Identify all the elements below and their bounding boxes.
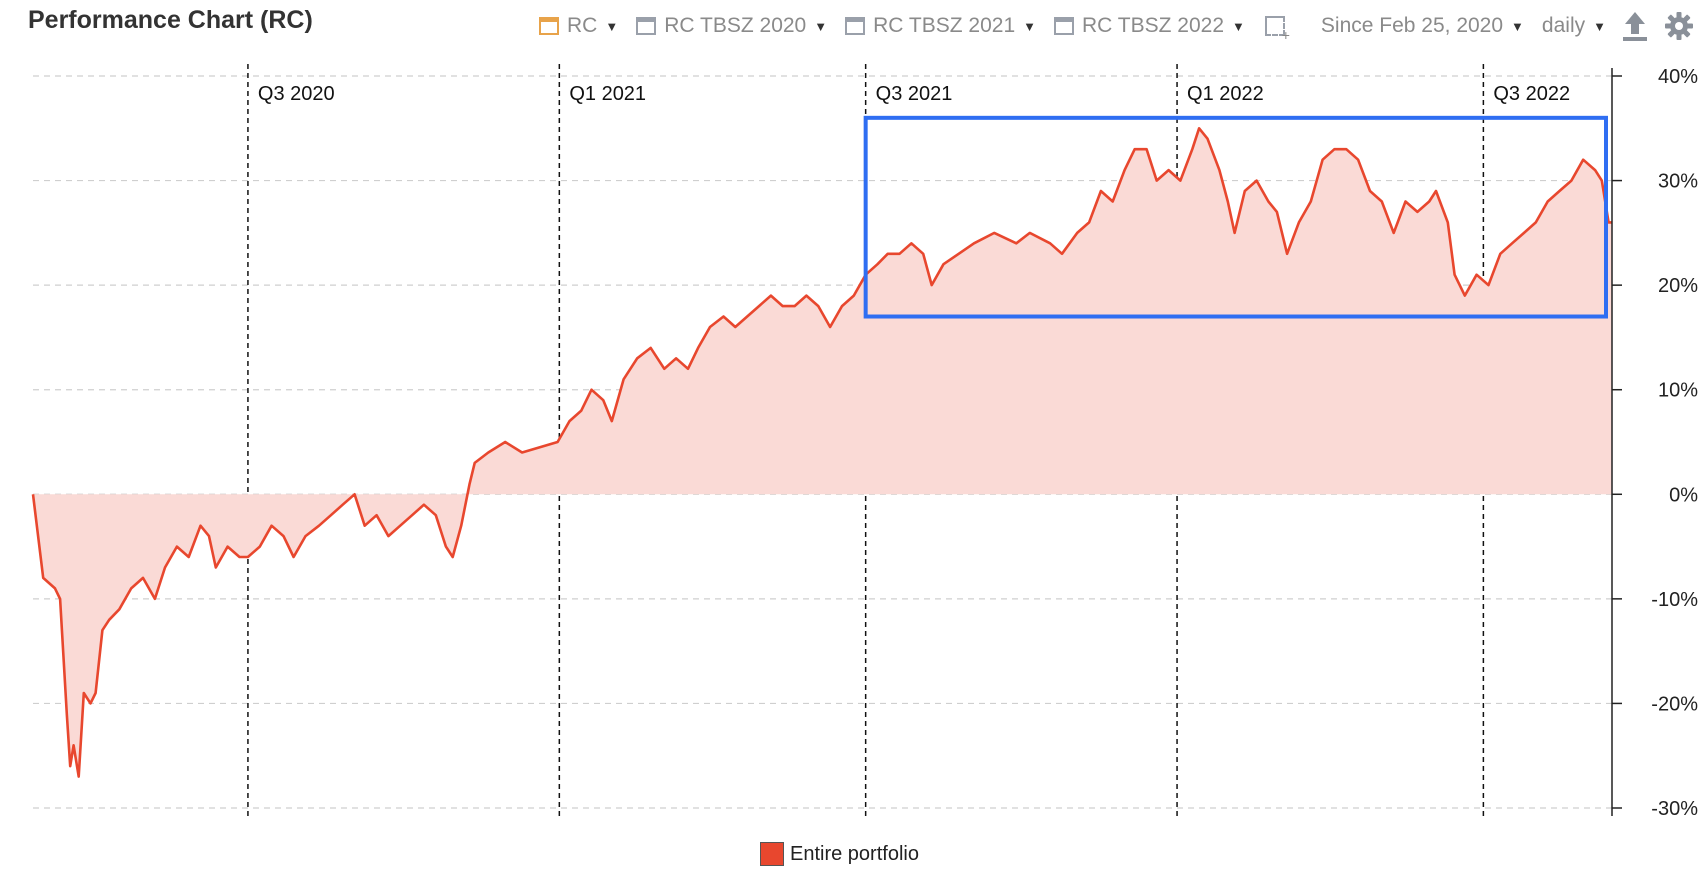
y-tick-label: 40% <box>1658 66 1698 88</box>
chevron-down-icon: ▼ <box>1593 18 1606 34</box>
interval-label: daily <box>1541 14 1586 37</box>
date-range-label: Since Feb 25, 2020 <box>1320 14 1504 37</box>
portfolio-selector-tbsz-2020[interactable]: RC TBSZ 2020 ▼ <box>636 14 827 38</box>
quarter-label: Q1 2021 <box>569 83 646 105</box>
portfolio-label: RC TBSZ 2020 <box>664 14 807 37</box>
series-line <box>31 127 1612 778</box>
y-tick-label: -30% <box>1651 798 1698 820</box>
chart-legend[interactable]: Entire portfolio <box>760 842 919 866</box>
y-tick-label: 10% <box>1658 380 1698 402</box>
chevron-down-icon: ▼ <box>1023 18 1037 34</box>
y-tick-label: -20% <box>1651 693 1698 715</box>
chart-toolbar: RC ▼ RC TBSZ 2020 ▼ RC TBSZ 2021 ▼ RC TB… <box>521 8 1694 44</box>
add-portfolio-icon[interactable] <box>1264 16 1290 43</box>
chart-header: Performance Chart (RC) RC ▼ RC TBSZ 2020… <box>0 0 1704 54</box>
calendar-icon <box>1054 17 1075 35</box>
gear-icon <box>1665 12 1693 40</box>
chevron-down-icon: ▼ <box>1511 18 1524 34</box>
portfolio-label: RC TBSZ 2022 <box>1082 14 1225 37</box>
legend-label: Entire portfolio <box>790 842 919 865</box>
quarter-label: Q1 2022 <box>1187 83 1264 105</box>
portfolio-label: RC <box>567 14 598 37</box>
date-range-selector[interactable]: Since Feb 25, 2020 ▼ <box>1321 14 1524 38</box>
quarter-label: Q3 2020 <box>258 83 335 105</box>
portfolio-label: RC TBSZ 2021 <box>873 14 1016 37</box>
y-tick-label: -10% <box>1651 589 1698 611</box>
y-tick-label: 0% <box>1669 484 1698 506</box>
quarter-label: Q3 2021 <box>876 83 953 105</box>
portfolio-selector-tbsz-2022[interactable]: RC TBSZ 2022 ▼ <box>1054 14 1245 38</box>
quarter-label: Q3 2022 <box>1493 83 1570 105</box>
legend-swatch <box>760 842 784 866</box>
portfolio-selector-tbsz-2021[interactable]: RC TBSZ 2021 ▼ <box>845 14 1036 38</box>
calendar-icon <box>636 17 657 35</box>
highlight-layer <box>863 115 1608 319</box>
settings-button[interactable] <box>1664 10 1694 42</box>
calendar-icon <box>539 17 560 35</box>
series-area-layer <box>31 127 1613 778</box>
export-button[interactable] <box>1620 10 1650 42</box>
export-icon <box>1623 12 1647 41</box>
highlight-box <box>863 115 1608 319</box>
interval-selector[interactable]: daily ▼ <box>1542 14 1606 38</box>
chevron-down-icon: ▼ <box>814 18 828 34</box>
chevron-down-icon: ▼ <box>605 18 619 34</box>
series-area-fill <box>33 128 1612 777</box>
quarter-marker-layer: Q3 2020 Q1 2021 Q3 2021 Q1 2022 Q3 2022 <box>247 64 1570 816</box>
chevron-down-icon: ▼ <box>1232 18 1245 34</box>
portfolio-selector-rc[interactable]: RC ▼ <box>539 14 618 38</box>
y-tick-label: 20% <box>1658 275 1698 297</box>
chart-title: Performance Chart (RC) <box>28 6 313 34</box>
y-axis-layer: 40% 30% 20% 10% 0% -10% -20% -30% <box>1611 66 1698 820</box>
calendar-icon <box>845 17 866 35</box>
y-tick-label: 30% <box>1658 171 1698 193</box>
